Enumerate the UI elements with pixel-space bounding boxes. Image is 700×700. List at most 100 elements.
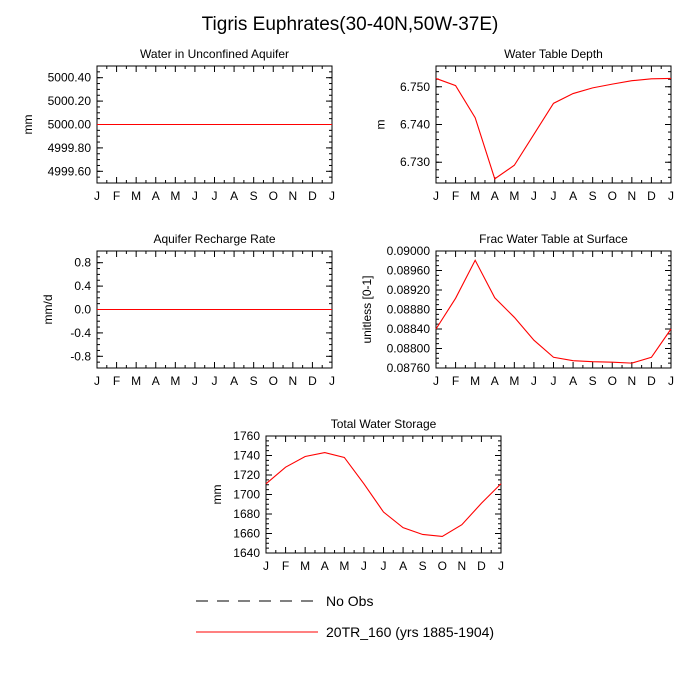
x-tick-label: J — [668, 374, 674, 388]
x-tick-label: J — [329, 374, 335, 388]
y-tick-label: 0.8 — [74, 256, 91, 270]
x-tick-label: J — [531, 374, 537, 388]
x-tick-label: J — [212, 189, 218, 203]
x-tick-label: O — [608, 374, 617, 388]
x-tick-label: A — [152, 374, 160, 388]
chart-title: Water Table Depth — [504, 47, 603, 61]
y-tick-label: 0.08920 — [387, 283, 431, 297]
x-tick-label: N — [627, 189, 636, 203]
y-tick-label: 5000.00 — [48, 118, 92, 132]
x-tick-label: J — [551, 189, 557, 203]
x-tick-label: N — [457, 559, 466, 573]
y-tick-label: 0.08840 — [387, 322, 431, 336]
x-tick-label: D — [647, 189, 656, 203]
x-tick-label: N — [288, 374, 297, 388]
chart-title: Aquifer Recharge Rate — [153, 232, 275, 246]
figure-title: Tigris Euphrates(30-40N,50W-37E) — [202, 14, 499, 35]
chart-title: Total Water Storage — [331, 417, 437, 431]
y-tick-label: 6.730 — [400, 155, 430, 169]
x-tick-label: S — [589, 374, 597, 388]
x-tick-label: J — [192, 189, 198, 203]
x-tick-label: D — [308, 189, 317, 203]
x-tick-label: D — [477, 559, 486, 573]
x-tick-label: N — [627, 374, 636, 388]
x-tick-label: D — [308, 374, 317, 388]
legend: No Obs 20TR_160 (yrs 1885-1904) — [196, 593, 494, 640]
series-line — [265, 452, 502, 537]
y-tick-label: 4999.60 — [48, 164, 92, 178]
x-tick-label: M — [509, 374, 519, 388]
x-tick-label: M — [470, 374, 480, 388]
x-tick-label: M — [339, 559, 349, 573]
x-tick-label: M — [170, 374, 180, 388]
y-tick-label: 1760 — [233, 429, 260, 443]
x-tick-label: N — [288, 189, 297, 203]
y-tick-label: 0.08800 — [387, 342, 431, 356]
x-tick-label: M — [131, 189, 141, 203]
y-tick-label: 0.0 — [74, 303, 91, 317]
series-line — [435, 77, 672, 180]
x-tick-label: J — [381, 559, 387, 573]
x-tick-label: S — [419, 559, 427, 573]
y-axis-label: mm — [21, 115, 35, 135]
y-tick-label: 5000.40 — [48, 71, 92, 85]
x-tick-label: A — [152, 189, 160, 203]
x-tick-label: F — [452, 189, 459, 203]
y-tick-label: -0.4 — [70, 326, 91, 340]
x-tick-label: F — [452, 374, 459, 388]
x-tick-label: O — [269, 374, 278, 388]
x-tick-label: J — [94, 189, 100, 203]
legend-obs-label: No Obs — [326, 593, 373, 609]
y-tick-label: 1740 — [233, 449, 260, 463]
x-tick-label: O — [438, 559, 447, 573]
x-tick-label: J — [498, 559, 504, 573]
x-tick-label: O — [608, 189, 617, 203]
x-tick-label: J — [433, 189, 439, 203]
y-tick-label: 6.740 — [400, 118, 430, 132]
y-tick-label: 0.09000 — [387, 244, 431, 258]
y-tick-label: -0.8 — [70, 349, 91, 363]
chart-title: Frac Water Table at Surface — [479, 232, 628, 246]
x-tick-label: A — [569, 189, 577, 203]
x-tick-label: O — [269, 189, 278, 203]
y-tick-label: 6.750 — [400, 80, 430, 94]
x-tick-label: M — [470, 189, 480, 203]
y-tick-label: 0.08880 — [387, 303, 431, 317]
x-tick-label: J — [668, 189, 674, 203]
y-tick-label: 1700 — [233, 488, 260, 502]
y-axis-label: mm — [210, 485, 224, 505]
x-tick-label: M — [131, 374, 141, 388]
y-tick-label: 0.08960 — [387, 264, 431, 278]
x-tick-label: J — [192, 374, 198, 388]
y-axis-label: mm/d — [41, 295, 55, 325]
y-tick-label: 1680 — [233, 507, 260, 521]
x-tick-label: J — [531, 189, 537, 203]
y-tick-label: 1660 — [233, 527, 260, 541]
x-tick-label: A — [230, 189, 238, 203]
y-tick-label: 1720 — [233, 468, 260, 482]
x-tick-label: J — [361, 559, 367, 573]
x-tick-label: J — [263, 559, 269, 573]
x-tick-label: J — [329, 189, 335, 203]
y-axis-label: m — [374, 120, 388, 130]
x-tick-label: J — [433, 374, 439, 388]
x-tick-label: A — [491, 374, 499, 388]
y-tick-label: 5000.20 — [48, 94, 92, 108]
x-tick-label: F — [113, 189, 120, 203]
y-tick-label: 4999.80 — [48, 141, 92, 155]
y-tick-label: 1640 — [233, 546, 260, 560]
series-line — [435, 259, 672, 364]
x-tick-label: F — [282, 559, 289, 573]
x-tick-label: J — [551, 374, 557, 388]
x-tick-label: S — [250, 189, 258, 203]
x-tick-label: A — [399, 559, 407, 573]
legend-model-label: 20TR_160 (yrs 1885-1904) — [326, 624, 494, 640]
